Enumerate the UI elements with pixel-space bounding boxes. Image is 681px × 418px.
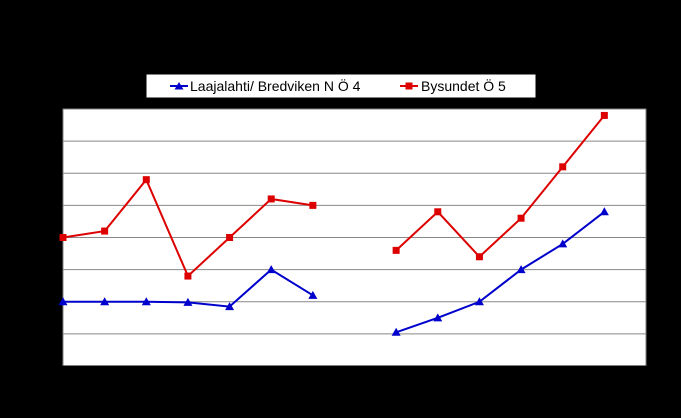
series-0-point-4 — [225, 302, 235, 311]
series-0-point-2 — [141, 297, 151, 306]
series-0-point-8 — [391, 327, 401, 336]
series-1-line-segment-1 — [395, 114, 606, 259]
legend-label-laajalahti: Laajalahti/ Bredviken N Ö 4 — [190, 77, 361, 94]
series-1-point-8 — [392, 246, 400, 254]
series-1-point-6 — [309, 201, 317, 209]
series-lines — [58, 111, 609, 336]
series-1-point-0 — [59, 234, 67, 241]
series-1-point-11 — [517, 214, 525, 222]
series-1-point-4 — [226, 234, 234, 241]
series-1-point-1 — [101, 227, 109, 235]
legend-label-bysundet: Bysundet Ö 5 — [421, 77, 506, 94]
series-0-point-9 — [433, 313, 443, 322]
series-0-point-13 — [599, 207, 609, 216]
series-1-point-13 — [600, 111, 608, 119]
series-0-point-10 — [474, 297, 484, 306]
legend: Laajalahti/ Bredviken N Ö 4 Bysundet Ö 5 — [145, 73, 537, 99]
series-0-point-11 — [516, 265, 526, 274]
series-1-point-9 — [434, 208, 442, 216]
series-1-point-5 — [267, 195, 275, 203]
legend-box — [145, 73, 537, 99]
series-1-point-10 — [475, 253, 483, 261]
legend-triangle-marker-icon — [174, 82, 184, 90]
legend-square-marker-icon — [405, 82, 413, 90]
series-1-point-12 — [559, 163, 567, 171]
series-0-line-segment-1 — [395, 211, 605, 334]
series-0-point-6 — [308, 290, 318, 299]
series-0-point-5 — [266, 265, 276, 274]
series-1-point-3 — [184, 272, 192, 280]
series-0-point-0 — [58, 297, 68, 306]
series-1-point-2 — [142, 176, 150, 184]
series-0-point-1 — [100, 297, 110, 306]
series-0-point-12 — [558, 239, 568, 248]
series-0-point-3 — [183, 297, 193, 306]
